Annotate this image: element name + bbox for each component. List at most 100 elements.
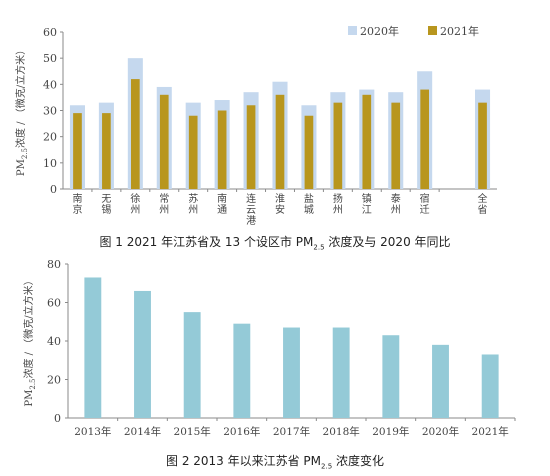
y-axis-title-prefix: PM [24, 390, 35, 407]
x-category-label-4: 苏州 [188, 192, 198, 216]
x-category-char: 港 [246, 215, 256, 227]
x-category-label-1: 无锡 [101, 194, 111, 216]
y-tick-label: 0 [54, 412, 61, 425]
figure2-caption-sub: 2.5 [321, 462, 333, 471]
x-category-char: 全 [478, 192, 488, 205]
bar-2021-3 [159, 94, 169, 189]
x-category-label-11: 泰州 [391, 192, 401, 216]
figure1-caption-prefix: 图 1 2021 年江苏省及 13 个设区市 PM [99, 235, 314, 249]
bar-6 [382, 335, 400, 418]
bar-2021-6 [246, 105, 256, 189]
bar-2021-0 [73, 113, 82, 189]
x-category-char: 镇 [362, 192, 372, 205]
x-category-char: 省 [478, 203, 488, 216]
x-category-char: 苏 [188, 192, 198, 205]
x-category-label-3: 常州 [159, 192, 169, 216]
x-category-label-2: 2015年 [174, 425, 211, 438]
bar-2021-12 [420, 89, 430, 189]
figure2-caption: 图 2 2013 年以来江苏省 PM2.5 浓度变化 [0, 452, 550, 470]
bar-2 [183, 312, 201, 418]
x-category-label-0: 南京 [72, 192, 82, 216]
y-axis-title-suffix: 浓度 / （微克/立方米） [22, 275, 35, 378]
x-category-char: 南 [72, 192, 82, 205]
bar-2021-4 [188, 115, 198, 189]
x-category-label-13: 全省 [478, 192, 488, 216]
x-category-char: 云 [246, 205, 256, 216]
x-category-char: 州 [333, 204, 343, 216]
figure1-caption: 图 1 2021 年江苏省及 13 个设区市 PM2.5 浓度及与 2020 年… [0, 233, 550, 251]
bar-2021-9 [333, 102, 343, 189]
y-tick-label: 20 [43, 131, 57, 144]
x-category-char: 城 [304, 204, 314, 216]
x-category-label-9: 扬州 [333, 192, 343, 216]
x-category-char: 州 [130, 204, 140, 216]
x-category-char: 安 [275, 203, 285, 216]
x-category-char: 州 [391, 204, 401, 216]
figure1-caption-sub: 2.5 [313, 243, 325, 252]
x-category-label-6: 连云港 [246, 192, 256, 227]
bar-2021-1 [102, 113, 111, 189]
y-tick-label: 60 [43, 26, 57, 39]
bar-2021-13 [478, 102, 487, 189]
x-category-label-8: 盐城 [304, 192, 314, 216]
figure2-caption-suffix: 浓度变化 [332, 454, 384, 468]
bar-3 [233, 323, 251, 418]
x-category-label-12: 宿迁 [420, 192, 430, 216]
bar-2021-5 [217, 110, 227, 189]
x-category-char: 锡 [101, 203, 111, 216]
chart-yearly-pm25: 0 20 40 60 80 2013年 2014年 2015年 2016年 2017年 2018年 2… [22, 258, 516, 438]
bar-4 [283, 327, 300, 418]
x-category-label-3: 2016年 [223, 425, 260, 438]
x-category-char: 南 [217, 192, 227, 205]
x-category-char: 迁 [420, 204, 430, 216]
x-category-char: 盐 [304, 192, 314, 205]
x-category-char: 淮 [275, 193, 285, 205]
y-axis-title-prefix: PM [16, 159, 27, 176]
x-category-char: 扬 [333, 192, 343, 205]
x-category-label-8: 2021年 [472, 425, 509, 438]
y-axis-title-sub: 2.5 [21, 148, 29, 159]
x-category-label-0: 2013年 [74, 425, 111, 438]
x-category-char: 连 [246, 192, 256, 205]
x-category-label-7: 2020年 [422, 425, 459, 438]
y-tick-label: 20 [47, 374, 61, 387]
y-tick-label: 40 [43, 78, 57, 91]
x-category-char: 宿 [420, 192, 430, 205]
x-category-label-2: 徐州 [130, 192, 140, 216]
x-category-char: 州 [188, 204, 198, 216]
y-axis-title: PM2.5浓度 / （微克/立方米） [22, 275, 37, 406]
x-category-label-6: 2019年 [372, 425, 409, 438]
y-axis-title: PM2.5浓度 / （微克/立方米） [14, 45, 29, 176]
x-category-char: 京 [72, 203, 82, 216]
x-category-label-1: 2014年 [124, 425, 161, 438]
y-tick-label: 40 [47, 335, 61, 348]
y-tick-label: 30 [43, 105, 57, 118]
x-category-char: 徐 [130, 192, 140, 205]
bar-2021-7 [275, 94, 285, 189]
chart-2021-city-pm25: 0102030405060南京无锡徐州常州苏州南通连云港淮安盐城扬州镇江泰州宿迁… [14, 24, 497, 227]
y-tick-label: 50 [43, 52, 57, 65]
x-category-label-7: 淮安 [275, 193, 285, 216]
figure1-caption-suffix: 浓度及与 2020 年同比 [324, 235, 451, 249]
bar-2021-10 [362, 94, 372, 189]
bar-2021-2 [130, 79, 140, 189]
bar-2021-8 [304, 115, 314, 189]
legend-swatch-0 [348, 26, 357, 35]
x-category-char: 常 [159, 192, 169, 205]
y-tick-label: 80 [47, 258, 61, 271]
chart1-legend: 2020年 2021年 [348, 24, 479, 38]
x-category-char: 无 [101, 194, 111, 205]
x-category-char: 江 [362, 204, 372, 216]
bar-8 [481, 354, 499, 418]
x-category-label-10: 镇江 [362, 192, 372, 216]
y-axis-title-sub: 2.5 [29, 379, 37, 390]
bar-0 [84, 277, 102, 418]
y-tick-label: 60 [47, 297, 61, 310]
x-category-label-4: 2017年 [273, 425, 310, 438]
bar-2021-11 [391, 102, 401, 189]
y-tick-label: 0 [50, 183, 57, 196]
x-category-label-5: 南通 [217, 192, 227, 216]
bar-7 [432, 344, 449, 418]
bar-1 [134, 290, 151, 418]
